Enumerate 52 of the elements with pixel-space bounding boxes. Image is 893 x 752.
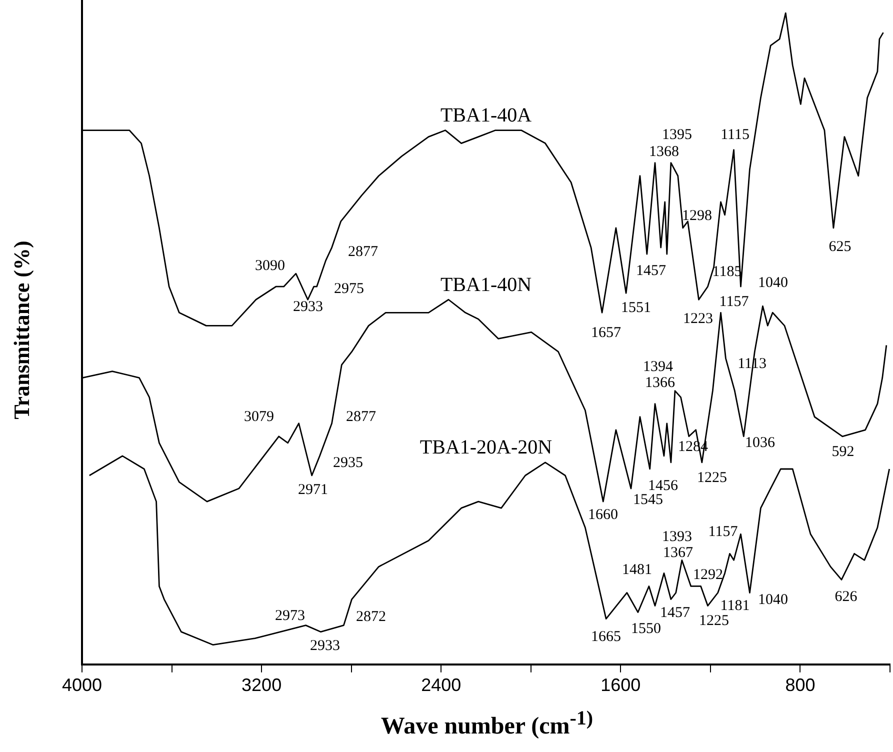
annotation: 2872 — [356, 608, 386, 625]
annotation: 1225 — [699, 612, 729, 629]
annotation: 2935 — [333, 454, 363, 471]
annotation: 1157 — [708, 524, 738, 540]
y-axis-title: Transmittance (%) — [9, 240, 35, 420]
annotation: 1157 — [719, 294, 750, 310]
annotation: 2975 — [334, 280, 364, 297]
x-axis-title: Wave number (cm$^{-1)}$ — [380, 708, 594, 740]
annotation: 1545 — [633, 492, 663, 508]
annotation: 3090 — [255, 258, 285, 274]
annotation: 1298 — [682, 208, 712, 224]
annotation: 1115 — [720, 126, 750, 143]
annotation: 1036 — [745, 434, 776, 451]
annotation: 1225 — [697, 470, 727, 486]
annotation: 1660 — [588, 506, 618, 523]
annotation: 1367 — [663, 544, 694, 561]
annotation: 1395 — [662, 126, 692, 143]
series-label: TBA1-40A — [440, 104, 532, 127]
annotation: 1457 — [636, 262, 666, 279]
annotation: 1040 — [758, 592, 788, 608]
annotation: 1551 — [621, 300, 651, 316]
annotation: 3079 — [244, 408, 274, 425]
annotation: 2971 — [298, 482, 328, 498]
annotation: 1366 — [645, 374, 676, 391]
x-tick-label: 4000 — [62, 675, 102, 696]
series-label: TBA1-20A-20N — [420, 436, 552, 459]
annotation: 2877 — [348, 244, 378, 260]
annotation: 1040 — [758, 274, 788, 291]
annotation: 1394 — [643, 358, 674, 375]
annotation: 2933 — [310, 638, 340, 654]
annotation: 625 — [828, 238, 852, 255]
annotation: 1481 — [622, 562, 652, 578]
annotation: 626 — [834, 588, 858, 605]
annotation: 1456 — [648, 478, 678, 494]
annotation: 592 — [832, 444, 854, 460]
annotation: 1393 — [662, 528, 692, 545]
x-tick-label: 1600 — [600, 675, 641, 696]
annotation: 1665 — [591, 628, 621, 645]
annotation: 1550 — [631, 620, 661, 637]
annotation: 1223 — [683, 310, 713, 327]
annotation: 1292 — [693, 566, 723, 583]
annotation: 2973 — [275, 608, 305, 624]
annotation: 1181 — [720, 598, 750, 614]
annotation: 1457 — [660, 604, 690, 621]
series-label: TBA1-40N — [440, 274, 532, 296]
annotation: 2933 — [293, 298, 323, 315]
annotation: 1657 — [591, 324, 622, 341]
annotation: 2877 — [346, 408, 376, 425]
x-tick-label: 2400 — [421, 675, 462, 696]
x-tick-label: 3200 — [242, 675, 282, 696]
x-tick-label: 800 — [785, 675, 816, 696]
annotation: 1368 — [649, 144, 679, 160]
